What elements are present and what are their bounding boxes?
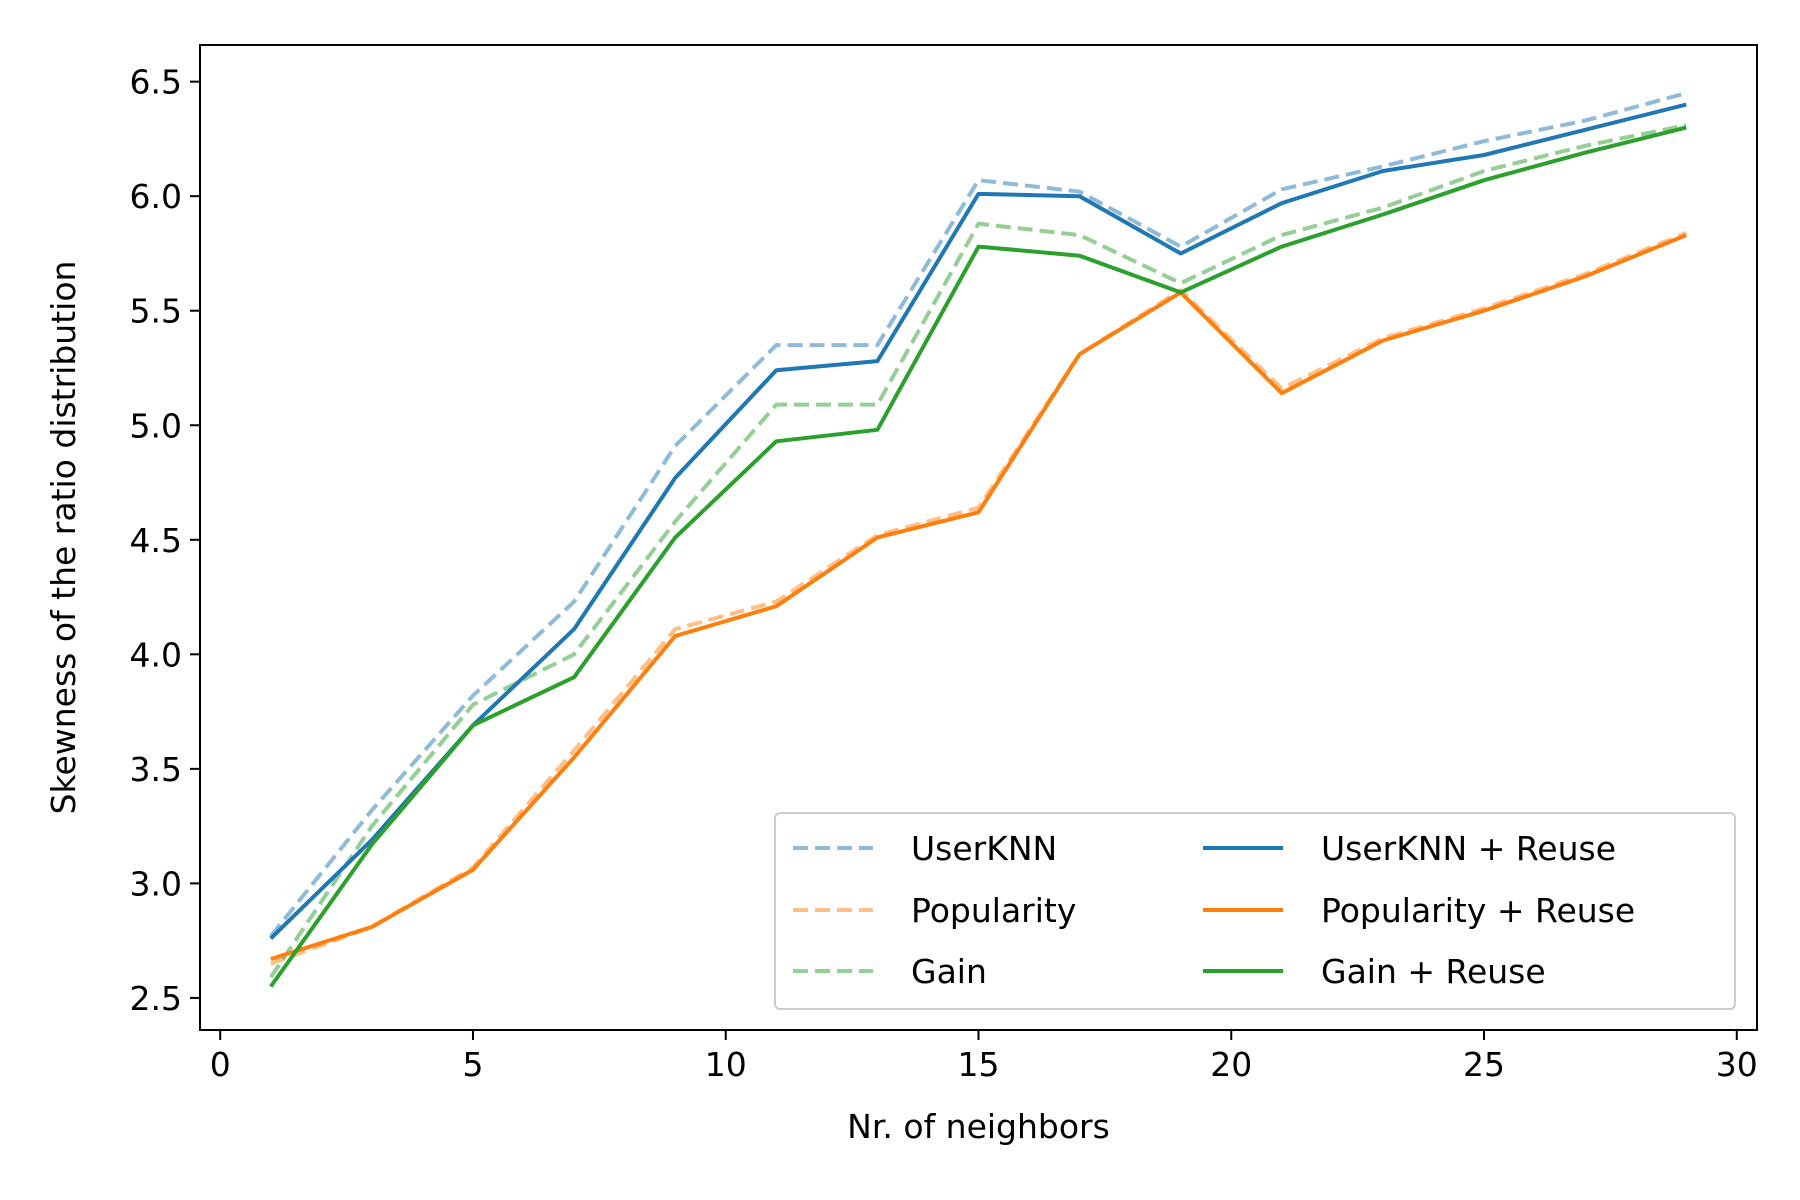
y-tick-label: 3.0 xyxy=(130,864,182,903)
y-tick-label: 4.0 xyxy=(130,635,182,674)
x-axis-ticks: 0 5 10 15 20 25 30 xyxy=(210,1030,1758,1084)
series-line-popularity-reuse xyxy=(270,233,1687,961)
plot-lines xyxy=(269,91,1687,988)
y-tick-label: 6.0 xyxy=(130,177,182,216)
x-tick-label: 30 xyxy=(1716,1045,1758,1084)
y-tick-label: 2.5 xyxy=(130,979,182,1018)
series-line-gain xyxy=(269,123,1687,979)
y-tick-label: 5.5 xyxy=(130,292,182,331)
y-tick-label: 3.5 xyxy=(130,750,182,789)
legend: UserKNN Popularity Gain UserKNN + Reuse Popu… xyxy=(774,812,1736,1010)
y-axis-label: Skewness of the ratio distribution xyxy=(44,261,83,815)
series-line-gain-reuse xyxy=(269,125,1687,988)
legend-label: UserKNN xyxy=(911,829,1057,868)
y-tick-label: 4.5 xyxy=(130,521,182,560)
x-tick-label: 15 xyxy=(958,1045,1000,1084)
series-line-userknn-reuse xyxy=(269,102,1687,940)
x-tick-label: 25 xyxy=(1463,1045,1505,1084)
x-axis-label: Nr. of neighbors xyxy=(847,1107,1110,1146)
x-tick-label: 10 xyxy=(705,1045,747,1084)
legend-label: UserKNN + Reuse xyxy=(1321,829,1616,868)
legend-label: Gain xyxy=(911,952,987,991)
y-tick-label: 5.0 xyxy=(130,406,182,445)
legend-label: Gain + Reuse xyxy=(1321,952,1546,991)
y-axis-ticks: 2.5 3.0 3.5 4.0 4.5 5.0 5.5 6.0 6.5 xyxy=(130,63,200,1018)
series-line-userknn xyxy=(269,91,1687,938)
x-tick-label: 20 xyxy=(1210,1045,1252,1084)
x-tick-label: 5 xyxy=(462,1045,483,1084)
y-tick-label: 6.5 xyxy=(130,63,182,102)
series-line-popularity xyxy=(270,230,1687,966)
legend-label: Popularity + Reuse xyxy=(1321,891,1635,930)
x-tick-label: 0 xyxy=(210,1045,231,1084)
legend-label: Popularity xyxy=(911,891,1076,930)
